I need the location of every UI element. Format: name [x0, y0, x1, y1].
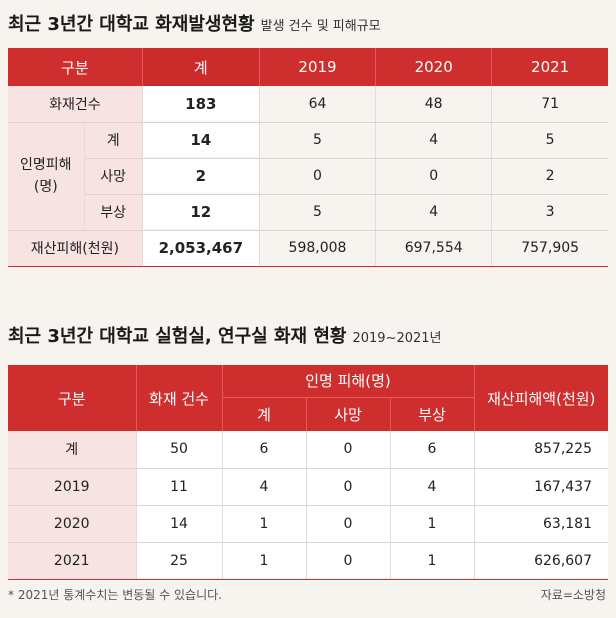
table-row: 2020 14 1 0 1 63,181: [8, 505, 608, 543]
footnote: * 2021년 통계수치는 변동될 수 있습니다.: [8, 588, 222, 602]
cell-total: 2: [142, 158, 260, 195]
table-row: 인명피해 (명) 계 14 5 4 5: [8, 122, 608, 231]
cell-total: 14: [142, 122, 260, 159]
cell-2019: 598,008: [259, 230, 377, 267]
cell-property: 63,181: [474, 505, 608, 543]
table-header-row: 구분 화재 건수 인명 피해(명) 재산피해액(천원): [8, 365, 608, 431]
row-sublabel-injury: 부상: [84, 194, 143, 231]
row-label-property: 재산피해(천원): [8, 230, 143, 267]
cell-2020: 4: [375, 122, 493, 159]
cell-property: 626,607: [474, 542, 608, 580]
cell-injury: 1: [390, 542, 475, 580]
table-row: 계 50 6 0 6 857,225: [8, 431, 608, 469]
header-casualty: 인명 피해(명): [222, 365, 475, 398]
header-total: 계: [142, 48, 260, 86]
cell-2021: 5: [491, 122, 608, 159]
cell-2020: 4: [375, 194, 493, 231]
section2-title: 최근 3년간 대학교 실험실, 연구실 화재 현황 2019~2021년: [8, 322, 442, 348]
cell-death: 0: [306, 542, 391, 580]
cell-2020: 48: [375, 86, 493, 123]
cell-2019: 5: [259, 194, 377, 231]
cell-death: 0: [306, 505, 391, 543]
header-category: 구분: [8, 48, 143, 86]
table-row: 재산피해(천원) 2,053,467 598,008 697,554 757,9…: [8, 230, 608, 267]
cell-death: 0: [306, 431, 391, 469]
row-sublabel-death: 사망: [84, 158, 143, 195]
header-2020: 2020: [375, 48, 493, 86]
cell-death: 0: [306, 468, 391, 506]
row-sublabel-total: 계: [84, 122, 143, 159]
section2-title-text: 최근 3년간 대학교 실험실, 연구실 화재 현황: [8, 326, 347, 347]
cell-2021: 2: [491, 158, 608, 195]
cell-2020: 697,554: [375, 230, 493, 267]
header-2021: 2021: [491, 48, 608, 86]
table-header-row: 계 사망 부상: [8, 397, 608, 431]
cell-casualty-total: 6: [222, 431, 307, 469]
cell-casualty-total: 1: [222, 542, 307, 580]
row-label-fire-count: 화재건수: [8, 86, 143, 123]
lab-fire-table: 구분 화재 건수 인명 피해(명) 재산피해액(천원) 계 사망 부상 계 50…: [8, 365, 608, 580]
cell-fires: 50: [136, 431, 223, 469]
cell-property: 167,437: [474, 468, 608, 506]
cell-2021: 3: [491, 194, 608, 231]
header-2019: 2019: [259, 48, 377, 86]
cell-total: 12: [142, 194, 260, 231]
cell-fires: 14: [136, 505, 223, 543]
cell-2019: 0: [259, 158, 377, 195]
cell-2019: 64: [259, 86, 377, 123]
cell-2020: 0: [375, 158, 493, 195]
cell-total: 2,053,467: [142, 230, 260, 267]
row-label: 2019: [8, 468, 137, 506]
header-fire-count: 화재 건수: [136, 365, 223, 431]
table-row: 사망 2 0 0 2: [8, 158, 608, 195]
header-casualty-injury: 부상: [390, 397, 475, 431]
row-label: 2021: [8, 542, 137, 580]
cell-fires: 11: [136, 468, 223, 506]
header-category: 구분: [8, 365, 137, 431]
row-label-casualty: 인명피해 (명): [8, 122, 85, 231]
section1-subtitle: 발생 건수 및 피해규모: [260, 19, 381, 34]
cell-property: 857,225: [474, 431, 608, 469]
table-row: 2019 11 4 0 4 167,437: [8, 468, 608, 506]
cell-injury: 1: [390, 505, 475, 543]
cell-2019: 5: [259, 122, 377, 159]
header-casualty-death: 사망: [306, 397, 391, 431]
source-credit: 자료=소방청: [540, 588, 606, 602]
row-label: 2020: [8, 505, 137, 543]
section1-title: 최근 3년간 대학교 화재발생현황 발생 건수 및 피해규모: [8, 10, 381, 36]
table-row: 부상 12 5 4 3: [8, 194, 608, 231]
cell-casualty-total: 1: [222, 505, 307, 543]
cell-injury: 6: [390, 431, 475, 469]
fire-occurrence-table: 구분 계 2019 2020 2021 화재건수 183 64 48 71 인명…: [8, 48, 608, 267]
cell-casualty-total: 4: [222, 468, 307, 506]
section2-subtitle: 2019~2021년: [352, 331, 442, 346]
row-label: 계: [8, 431, 137, 469]
header-casualty-total: 계: [222, 397, 307, 431]
section1-title-text: 최근 3년간 대학교 화재발생현황: [8, 14, 255, 35]
cell-2021: 757,905: [491, 230, 608, 267]
table-row: 화재건수 183 64 48 71: [8, 86, 608, 123]
cell-2021: 71: [491, 86, 608, 123]
table-header-row: 구분 계 2019 2020 2021: [8, 48, 608, 86]
cell-fires: 25: [136, 542, 223, 580]
cell-injury: 4: [390, 468, 475, 506]
cell-total: 183: [142, 86, 260, 123]
header-property: 재산피해액(천원): [474, 365, 608, 431]
table-row: 2021 25 1 0 1 626,607: [8, 542, 608, 580]
